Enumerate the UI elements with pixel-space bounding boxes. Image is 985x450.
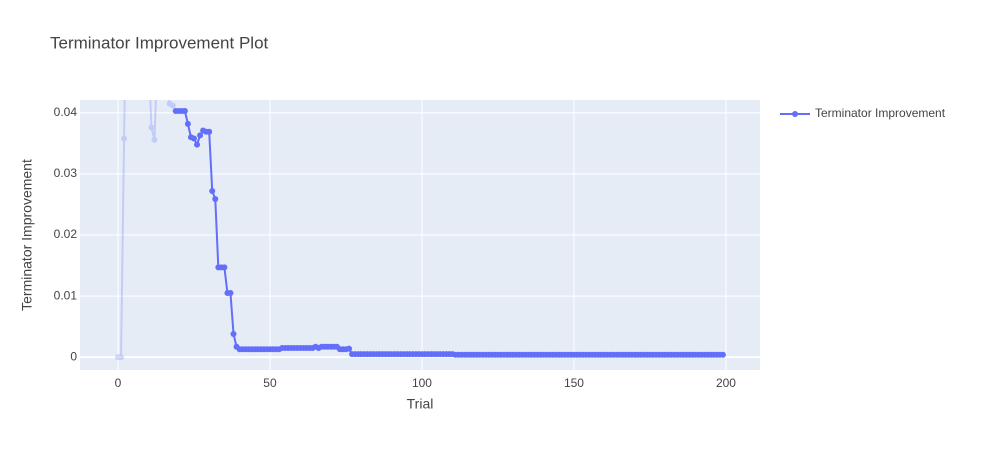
marker [190,135,197,142]
y-tick-label: 0.03 [54,166,78,180]
y-tick-label: 0 [70,349,77,363]
x-tick-label: 0 [115,376,122,390]
marker [148,124,155,131]
y-tick-label: 0.02 [54,227,78,241]
marker [166,100,173,107]
marker [346,345,353,352]
marker [212,195,219,202]
marker [151,136,158,143]
legend-marker [792,111,798,117]
marker [121,135,128,142]
x-axis-title: Trial [407,396,434,412]
y-axis-title: Terminator Improvement [19,159,35,311]
x-tick-label: 100 [412,376,432,390]
y-tick-label: 0.04 [54,105,78,119]
marker [169,102,176,109]
marker [230,330,237,337]
marker [181,107,188,114]
marker [158,18,164,24]
marker [118,354,125,361]
legend: Terminator Improvement [780,106,946,120]
marker [164,79,170,85]
y-tick-label: 0.01 [54,288,78,302]
x-tick-label: 150 [564,376,584,390]
marker [719,351,726,358]
marker [221,264,228,271]
marker [194,141,201,148]
marker [209,188,216,195]
x-tick-label: 50 [263,376,277,390]
plot-area [114,18,726,361]
marker [227,290,234,297]
legend-label: Terminator Improvement [815,106,946,120]
series [172,107,726,358]
marker [184,120,191,127]
marker [206,128,213,135]
chart-title: Terminator Improvement Plot [50,33,269,52]
marker [142,18,148,24]
marker [197,132,204,139]
x-tick-label: 200 [716,376,736,390]
marker [114,354,121,361]
